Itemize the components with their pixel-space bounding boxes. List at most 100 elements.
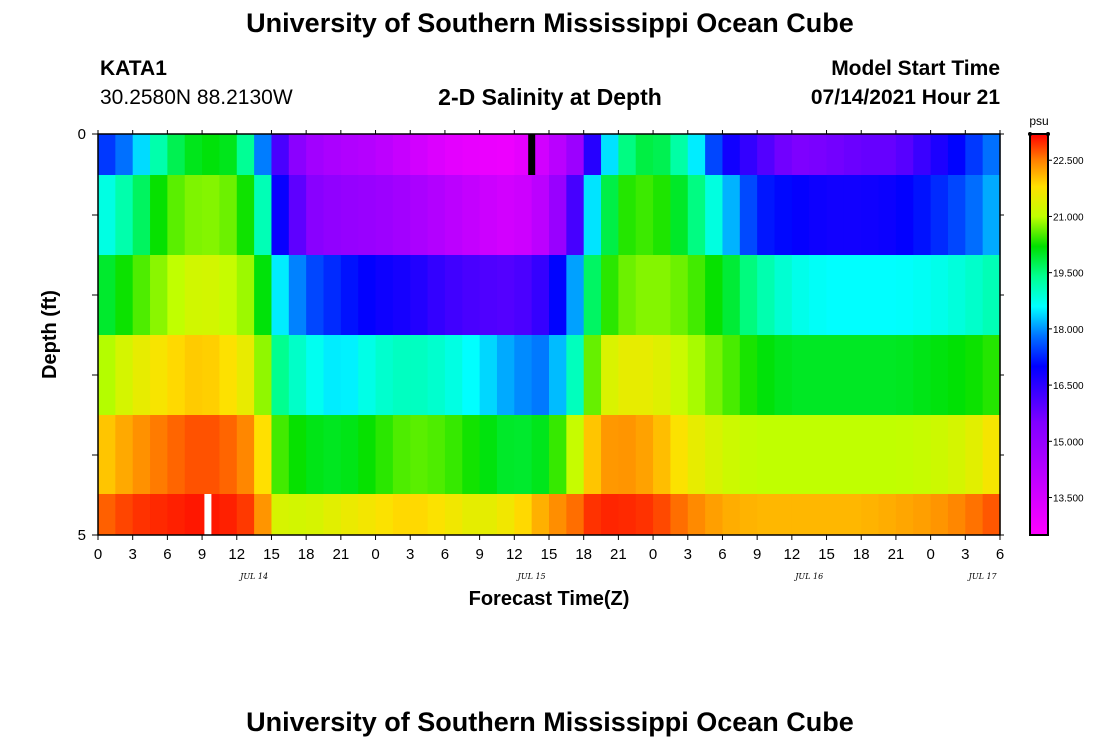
heatmap-cell bbox=[219, 335, 238, 415]
heatmap-cell bbox=[757, 335, 776, 415]
heatmap-cell bbox=[739, 335, 758, 415]
heatmap-cell bbox=[392, 255, 411, 335]
heatmap-cell bbox=[601, 335, 619, 415]
heatmap-cell bbox=[982, 255, 1001, 335]
heatmap-cell bbox=[757, 494, 776, 535]
heatmap-cell bbox=[271, 494, 290, 535]
heatmap-cell bbox=[583, 255, 602, 335]
heatmap-cell bbox=[167, 335, 186, 415]
heatmap-cell bbox=[861, 134, 880, 175]
heatmap-cell bbox=[791, 335, 810, 415]
heatmap-cell bbox=[150, 255, 168, 335]
heatmap-cell bbox=[98, 415, 116, 494]
heatmap-cell bbox=[705, 134, 724, 175]
heatmap-cell bbox=[410, 134, 429, 175]
heatmap-cell bbox=[236, 415, 255, 494]
heatmap-cell bbox=[583, 134, 602, 175]
heatmap-cell bbox=[254, 415, 273, 494]
heatmap-cell bbox=[895, 175, 914, 255]
heatmap-cell bbox=[427, 335, 446, 415]
heatmap-cell bbox=[98, 175, 116, 255]
heatmap-cell bbox=[219, 175, 238, 255]
heatmap-cells bbox=[98, 134, 1001, 535]
heatmap-cell bbox=[878, 494, 897, 535]
heatmap-cell bbox=[670, 335, 689, 415]
heatmap-cell bbox=[705, 255, 724, 335]
heatmap-cell bbox=[861, 255, 880, 335]
heatmap-cell bbox=[791, 175, 810, 255]
heatmap-cell bbox=[653, 134, 672, 175]
heatmap-cell bbox=[306, 415, 325, 494]
heatmap-cell bbox=[98, 134, 116, 175]
heatmap-cell bbox=[583, 494, 602, 535]
heatmap-cell bbox=[670, 255, 689, 335]
heatmap-cell bbox=[323, 134, 342, 175]
model-start-label: Model Start Time bbox=[831, 57, 1000, 80]
heatmap-cell bbox=[947, 134, 966, 175]
colorbar-corner-dot bbox=[1028, 132, 1032, 136]
heatmap-cell bbox=[843, 134, 862, 175]
heatmap-cell bbox=[167, 494, 186, 535]
heatmap-cell bbox=[323, 494, 342, 535]
heatmap-cell bbox=[427, 255, 446, 335]
heatmap-cell bbox=[150, 175, 168, 255]
heatmap-cell bbox=[878, 134, 897, 175]
heatmap-cell bbox=[965, 494, 984, 535]
heatmap-cell bbox=[340, 134, 359, 175]
heatmap-cell bbox=[531, 335, 550, 415]
heatmap-cell bbox=[479, 255, 498, 335]
heatmap-cell bbox=[635, 134, 654, 175]
heatmap-cell bbox=[531, 415, 550, 494]
heatmap-cell bbox=[826, 175, 845, 255]
heatmap-cell bbox=[340, 335, 359, 415]
heatmap-cell bbox=[236, 255, 255, 335]
heatmap-cell bbox=[791, 255, 810, 335]
heatmap-cell bbox=[288, 175, 307, 255]
heatmap-cell bbox=[219, 255, 238, 335]
heatmap-cell bbox=[965, 255, 984, 335]
heatmap-cell bbox=[618, 415, 637, 494]
heatmap-cell bbox=[444, 175, 463, 255]
heatmap-cell bbox=[392, 335, 411, 415]
colorbar-tick-label: 18.000 bbox=[1053, 325, 1084, 336]
heatmap-cell bbox=[687, 494, 706, 535]
y-axis-ticks: 05 bbox=[78, 126, 1004, 544]
y-axis-label: Depth (ft) bbox=[39, 290, 61, 379]
heatmap-cell bbox=[496, 494, 515, 535]
heatmap-cell bbox=[288, 255, 307, 335]
heatmap-cell bbox=[878, 335, 897, 415]
x-tick-label: 15 bbox=[541, 546, 558, 563]
heatmap-cell bbox=[913, 175, 932, 255]
heatmap-cell bbox=[930, 335, 949, 415]
heatmap-cell bbox=[670, 134, 689, 175]
heatmap-cell bbox=[566, 175, 585, 255]
heatmap-cell bbox=[340, 175, 359, 255]
heatmap-cell bbox=[583, 175, 602, 255]
heatmap-cell bbox=[705, 494, 724, 535]
colorbar-tick-label: 15.000 bbox=[1053, 437, 1084, 448]
heatmap-cell bbox=[774, 255, 793, 335]
heatmap-cell bbox=[670, 175, 689, 255]
heatmap-cell bbox=[150, 415, 168, 494]
heatmap-cell bbox=[167, 415, 186, 494]
heatmap-cell bbox=[982, 175, 1001, 255]
heatmap-cell bbox=[618, 494, 637, 535]
x-tick-label: 12 bbox=[784, 546, 801, 563]
heatmap-cell bbox=[930, 134, 949, 175]
colorbar-tick-label: 19.500 bbox=[1053, 269, 1084, 280]
heatmap-cell bbox=[549, 255, 567, 335]
heatmap-cell bbox=[514, 335, 533, 415]
heatmap-cell bbox=[757, 175, 776, 255]
heatmap-cell bbox=[913, 415, 932, 494]
heatmap-cell bbox=[358, 415, 377, 494]
heatmap-cell bbox=[479, 175, 498, 255]
heatmap-cell bbox=[843, 335, 862, 415]
x-axis-label: Forecast Time(Z) bbox=[469, 588, 630, 610]
heatmap-cell bbox=[254, 175, 273, 255]
heatmap-cell bbox=[566, 415, 585, 494]
heatmap-cell bbox=[895, 255, 914, 335]
station-coordinates: 30.2580N 88.2130W bbox=[100, 86, 293, 109]
heatmap-cell bbox=[219, 134, 238, 175]
heatmap-cell bbox=[653, 335, 672, 415]
